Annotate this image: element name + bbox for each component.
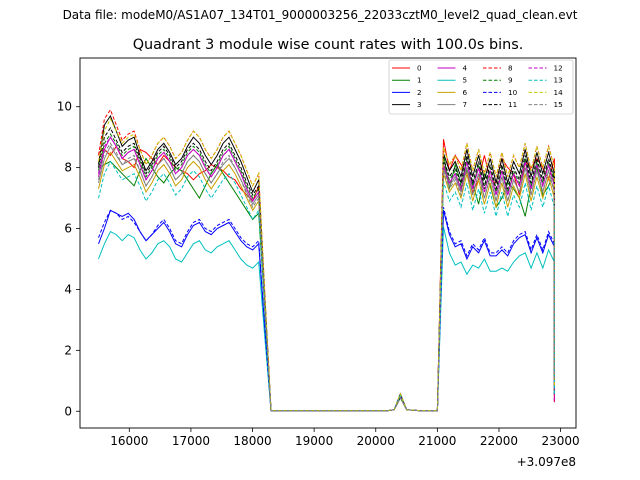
legend-label-7: 7	[463, 100, 468, 109]
legend-label-0: 0	[417, 64, 422, 73]
series-line-2	[98, 209, 555, 412]
legend-label-2: 2	[417, 88, 422, 97]
series-line-0	[98, 139, 555, 412]
x-tick-label: 20000	[357, 434, 395, 448]
x-tick-label: 19000	[295, 434, 333, 448]
y-axis: 0 2 4 6 8 10	[57, 100, 80, 418]
legend-label-6: 6	[463, 88, 468, 97]
x-tick-label: 16000	[110, 434, 148, 448]
y-tick-label: 4	[64, 282, 72, 296]
legend-label-8: 8	[508, 64, 513, 73]
legend-label-4: 4	[463, 64, 468, 73]
y-tick-label: 8	[64, 161, 72, 175]
legend-label-11: 11	[508, 100, 517, 109]
figure-suptitle: Data file: modeM0/AS1A07_134T01_90000032…	[62, 8, 578, 22]
x-tick-label: 18000	[233, 434, 271, 448]
series-line-9	[98, 133, 555, 412]
plot-area	[98, 108, 555, 412]
chart-title: Quadrant 3 module wise count rates with …	[133, 37, 524, 53]
y-tick-label: 2	[64, 343, 72, 357]
axes-frame	[79, 57, 577, 429]
legend-label-3: 3	[417, 100, 422, 109]
legend-label-13: 13	[554, 76, 563, 85]
legend-label-15: 15	[554, 100, 563, 109]
x-axis-offset-label: +3.097e8	[517, 455, 576, 469]
y-tick-label: 10	[57, 100, 72, 114]
legend-label-12: 12	[554, 64, 563, 73]
legend-label-1: 1	[417, 76, 422, 85]
legend-label-10: 10	[508, 88, 518, 97]
y-tick-label: 6	[64, 222, 72, 236]
series-line-5	[98, 226, 555, 412]
x-tick-label: 21000	[418, 434, 456, 448]
legend-label-14: 14	[554, 88, 564, 97]
x-tick-label: 23000	[542, 434, 580, 448]
series-line-10	[98, 207, 555, 412]
legend-label-9: 9	[508, 76, 513, 85]
legend-label-5: 5	[463, 76, 468, 85]
series-line-11	[98, 126, 555, 412]
legend-box	[388, 59, 574, 115]
y-tick-label: 0	[64, 404, 72, 418]
x-tick-label: 17000	[172, 434, 210, 448]
series-line-15	[98, 142, 555, 412]
x-tick-label: 22000	[480, 434, 518, 448]
x-axis: 16000 17000 18000 19000 20000 21000 22000 23000	[110, 428, 580, 448]
